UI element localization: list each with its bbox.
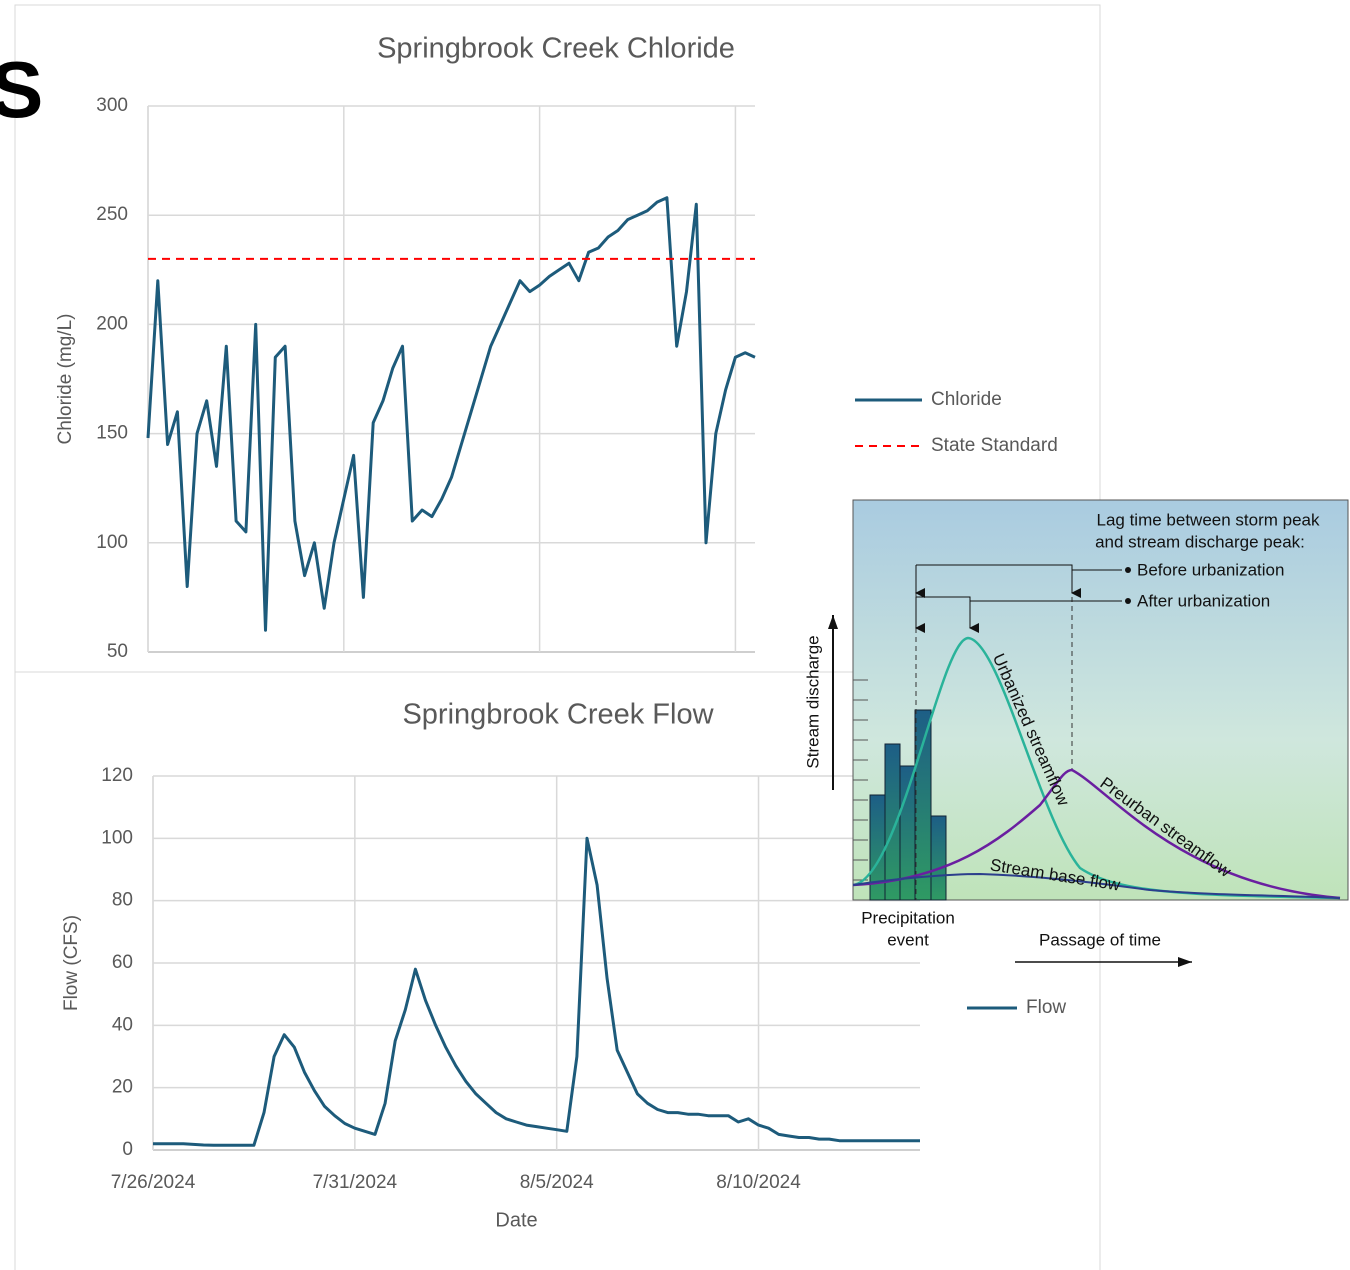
y-tick-label: 150	[96, 423, 128, 444]
preurban-curve	[852, 768, 1341, 900]
x-tick-label: 8/10/2024	[716, 1172, 801, 1193]
chart-title: Springbrook Creek Chloride	[377, 33, 735, 65]
y-tick-label: 80	[112, 890, 133, 911]
data-line	[146, 196, 756, 632]
bullet	[1125, 598, 1131, 604]
y-tick-label: 250	[96, 204, 128, 225]
before-label: Before urbanization	[1137, 560, 1284, 579]
chart-title: Springbrook Creek Flow	[402, 699, 714, 731]
lag-arrow	[916, 564, 1081, 598]
y-axis-label: Flow (CFS)	[61, 915, 82, 1011]
base-flow-curve	[852, 872, 1341, 899]
x-axis-label: Passage of time	[1039, 930, 1161, 949]
x-tick-label: 7/26/2024	[111, 1172, 196, 1193]
y-tick-label: 300	[96, 95, 128, 116]
lag-title: and stream discharge peak:	[1095, 532, 1305, 551]
y-tick-label: 60	[112, 952, 133, 973]
y-axis-label: Stream discharge	[803, 635, 822, 768]
bar	[884, 743, 901, 901]
bar	[930, 815, 947, 901]
legend-label: State Standard	[931, 435, 1058, 456]
legend-label: Flow	[1026, 997, 1066, 1018]
after-label: After urbanization	[1137, 591, 1270, 610]
data-line	[153, 836, 920, 1147]
event-label: event	[887, 930, 929, 949]
lag-title: Lag time between storm peak	[1096, 510, 1320, 529]
cropped-text: S	[0, 45, 43, 134]
precipitation-bars	[869, 709, 947, 901]
y-tick-label: 120	[101, 765, 133, 786]
y-axis-label: Chloride (mg/L)	[55, 314, 76, 445]
y-tick-label: 40	[112, 1014, 133, 1035]
leader-line	[970, 569, 1122, 602]
event-label: Precipitation	[861, 908, 955, 927]
y-tick-label: 50	[107, 641, 128, 662]
axis-ticks	[853, 679, 868, 881]
legend-label: Chloride	[931, 389, 1002, 410]
y-tick-label: 20	[112, 1077, 133, 1098]
x-tick-label: 8/5/2024	[520, 1172, 594, 1193]
y-tick-label: 100	[96, 532, 128, 553]
y-tick-label: 200	[96, 313, 128, 334]
x-axis-label: Date	[495, 1209, 537, 1231]
y-tick-label: 0	[122, 1139, 133, 1160]
lag-arrow	[916, 596, 979, 633]
x-tick-label: 7/31/2024	[313, 1172, 398, 1193]
y-tick-label: 100	[101, 827, 133, 848]
bullet	[1125, 567, 1131, 573]
